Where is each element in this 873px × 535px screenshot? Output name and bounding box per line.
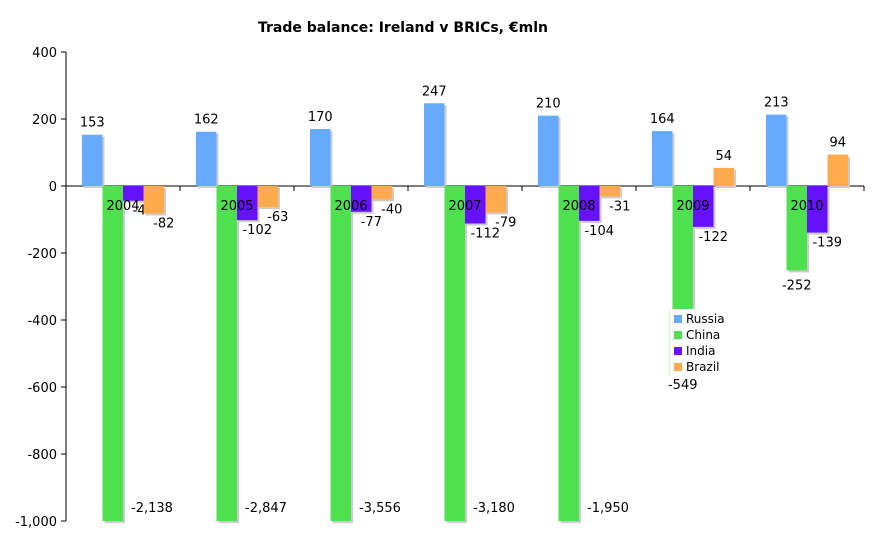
bar-india xyxy=(123,186,144,201)
y-tick-label: -400 xyxy=(27,314,57,329)
bar-brazil xyxy=(599,186,620,197)
y-tick-label: -1,000 xyxy=(15,515,57,530)
bar-brazil xyxy=(257,186,278,208)
x-tick-label: 2006 xyxy=(334,199,367,214)
legend-swatch xyxy=(674,363,682,371)
data-label: -63 xyxy=(267,210,288,225)
bar-russia xyxy=(82,134,103,186)
bar-china xyxy=(786,186,807,271)
data-label: -112 xyxy=(470,227,500,242)
legend-label: Brazil xyxy=(686,360,720,374)
data-label: 153 xyxy=(80,116,105,131)
x-tick-label: 2005 xyxy=(220,199,253,214)
bar-russia xyxy=(196,131,217,186)
bar-india xyxy=(465,186,486,224)
data-label: 213 xyxy=(764,96,789,111)
bar-india xyxy=(807,186,828,233)
bar-brazil xyxy=(143,186,164,214)
x-tick-label: 2008 xyxy=(562,199,595,214)
bar-brazil xyxy=(485,186,506,213)
y-tick-label: -200 xyxy=(27,247,57,262)
y-tick-label: -600 xyxy=(27,381,57,396)
bar-brazil xyxy=(827,154,848,186)
data-label: -3,556 xyxy=(359,501,401,516)
legend-item: China xyxy=(674,327,736,343)
x-tick-label: 2007 xyxy=(448,199,481,214)
data-label: -40 xyxy=(381,202,402,217)
data-label: -139 xyxy=(812,236,842,251)
data-label: 247 xyxy=(422,84,447,99)
bar-russia xyxy=(310,129,331,186)
y-tick-label: 200 xyxy=(32,113,57,128)
bar-china xyxy=(216,186,237,521)
data-label: -1,950 xyxy=(587,501,629,516)
data-label: 170 xyxy=(308,110,333,125)
data-label: -104 xyxy=(584,224,614,239)
legend: Russia China India Brazil xyxy=(669,309,736,377)
bar-brazil xyxy=(371,186,392,200)
data-label: 164 xyxy=(650,112,675,127)
data-label: -2,847 xyxy=(245,501,287,516)
data-label: -31 xyxy=(609,199,630,214)
x-tick-label: 2010 xyxy=(790,199,823,214)
bar-india xyxy=(693,186,714,227)
data-label: -3,180 xyxy=(473,501,515,516)
data-label: 210 xyxy=(536,97,561,112)
legend-item: India xyxy=(674,343,736,359)
legend-label: India xyxy=(686,344,716,358)
bar-russia xyxy=(766,114,787,186)
data-label: -252 xyxy=(782,278,812,293)
data-label: -79 xyxy=(495,215,516,230)
y-tick-label: 400 xyxy=(32,46,57,61)
x-tick-label: 2009 xyxy=(676,199,709,214)
y-tick-label: -800 xyxy=(27,448,57,463)
bar-china xyxy=(558,186,579,521)
bar-india xyxy=(237,186,258,221)
bar-india xyxy=(579,186,600,221)
legend-item: Brazil xyxy=(674,359,736,375)
bar-india xyxy=(351,186,372,212)
bar-russia xyxy=(652,131,673,186)
data-label: -122 xyxy=(698,230,728,245)
data-label: -82 xyxy=(153,216,174,231)
legend-label: China xyxy=(686,328,721,342)
data-label: -2,138 xyxy=(131,501,173,516)
data-label: 162 xyxy=(194,113,219,128)
bar-russia xyxy=(424,103,445,186)
data-label: -102 xyxy=(242,223,272,238)
data-label: 54 xyxy=(715,149,732,164)
bar-china xyxy=(330,186,351,521)
legend-item: Russia xyxy=(674,311,736,327)
bar-brazil xyxy=(713,167,734,186)
bar-china xyxy=(102,186,123,521)
data-label: 94 xyxy=(829,136,846,151)
legend-swatch xyxy=(674,347,682,355)
bar-china xyxy=(444,186,465,521)
data-label: -77 xyxy=(361,215,382,230)
chart-title: Trade balance: Ireland v BRICs, €mln xyxy=(258,20,548,36)
legend-swatch xyxy=(674,331,682,339)
bar-russia xyxy=(538,115,559,186)
y-tick-label: 0 xyxy=(49,180,57,195)
data-label: -549 xyxy=(668,378,698,393)
x-tick-label: 2004 xyxy=(106,199,139,214)
legend-label: Russia xyxy=(686,312,725,326)
legend-swatch xyxy=(674,315,682,323)
